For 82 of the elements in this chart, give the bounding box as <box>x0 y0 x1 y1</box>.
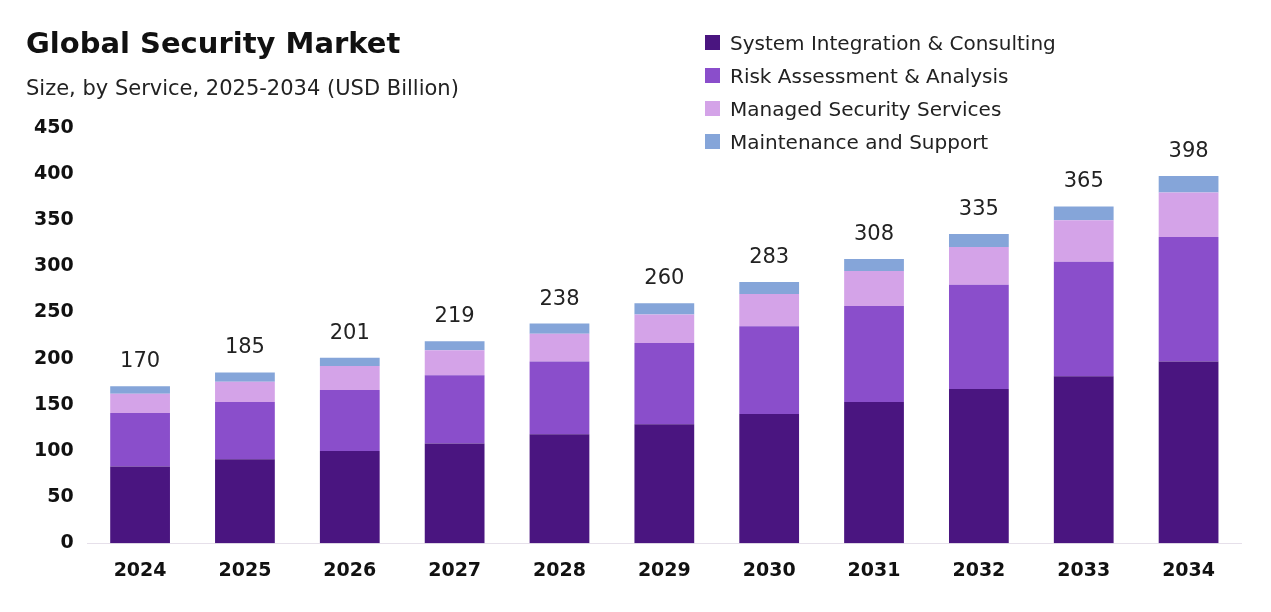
total-label: 170 <box>120 348 161 373</box>
y-tick-label: 350 <box>33 207 74 230</box>
bar <box>110 393 170 414</box>
bar <box>844 259 904 272</box>
bar <box>634 314 695 343</box>
bar <box>215 459 275 544</box>
total-label: 201 <box>329 319 370 344</box>
bar <box>739 326 800 415</box>
bar <box>949 234 1009 248</box>
total-label: 238 <box>539 285 580 310</box>
bar <box>949 389 1009 544</box>
bar <box>1158 175 1219 193</box>
bar <box>319 390 380 451</box>
bar <box>1158 236 1219 362</box>
bar <box>1053 220 1114 262</box>
chart-subtitle: Size, by Service, 2025-2034 (USD Billion) <box>26 76 459 100</box>
bar <box>529 333 590 362</box>
x-tick-label: 2033 <box>1057 557 1111 580</box>
x-tick-label: 2025 <box>218 557 272 580</box>
y-tick-label: 50 <box>47 484 74 506</box>
bar <box>844 271 904 307</box>
bar <box>319 450 380 544</box>
bar <box>319 357 380 367</box>
bar <box>1158 361 1219 544</box>
bar <box>1053 261 1114 377</box>
y-tick-label: 0 <box>60 530 74 553</box>
total-label: 398 <box>1168 137 1209 162</box>
x-tick-label: 2028 <box>533 557 586 580</box>
x-tick-label: 2026 <box>323 557 377 580</box>
total-label: 365 <box>1063 168 1104 193</box>
total-label: 219 <box>434 303 475 328</box>
total-label: 283 <box>749 244 790 269</box>
bar <box>634 342 695 425</box>
y-tick-label: 400 <box>33 161 74 184</box>
legend-label: Maintenance and Support <box>730 129 989 154</box>
bar <box>1053 376 1114 544</box>
y-tick-label: 450 <box>33 114 74 137</box>
bar <box>215 402 275 460</box>
bar <box>844 402 904 544</box>
bar <box>215 372 275 382</box>
legend-label: System Integration & Consulting <box>730 30 1056 55</box>
total-label: 260 <box>644 265 685 290</box>
bar <box>529 361 590 435</box>
total-label: 335 <box>958 196 999 221</box>
x-tick-label: 2032 <box>952 557 1006 580</box>
bar <box>739 294 800 327</box>
bar <box>1053 206 1114 221</box>
bar <box>529 434 590 544</box>
bar <box>319 366 380 391</box>
bar <box>529 323 590 334</box>
x-tick-label: 2031 <box>847 557 901 580</box>
bar <box>110 466 170 544</box>
y-tick-label: 100 <box>33 437 74 460</box>
x-tick-label: 2029 <box>637 557 691 580</box>
bar <box>424 341 485 351</box>
legend-label: Managed Security Services <box>730 96 1002 121</box>
bar <box>424 443 485 544</box>
x-tick-label: 2034 <box>1162 557 1216 580</box>
bar <box>1158 192 1219 237</box>
bar <box>949 247 1009 285</box>
x-tick-label: 2027 <box>428 557 482 580</box>
bar <box>110 386 170 394</box>
legend-label: Risk Assessment & Analysis <box>730 63 1009 88</box>
y-tick-label: 300 <box>33 253 74 276</box>
bar <box>634 303 695 315</box>
bar <box>424 350 485 376</box>
total-label: 308 <box>853 220 895 245</box>
bar <box>424 375 485 444</box>
total-label: 185 <box>224 334 265 359</box>
bar <box>110 413 170 467</box>
bar <box>844 306 904 403</box>
y-tick-label: 200 <box>33 345 74 368</box>
bar <box>949 284 1009 390</box>
x-tick-label: 2024 <box>113 557 167 580</box>
y-tick-label: 150 <box>33 391 74 414</box>
bar <box>634 424 695 544</box>
bar <box>739 414 800 544</box>
chart-title: Global Security Market <box>26 26 401 60</box>
bar <box>215 381 275 403</box>
x-tick-label: 2030 <box>742 557 796 580</box>
y-tick-label: 250 <box>33 299 74 322</box>
bar <box>739 282 800 295</box>
